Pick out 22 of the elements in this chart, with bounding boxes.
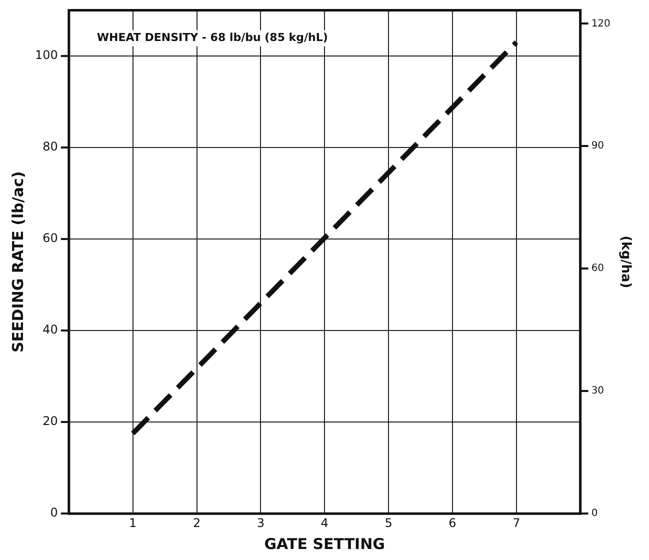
- x-tick-label: 6: [448, 516, 456, 530]
- y2-tick-label: 120: [591, 18, 610, 30]
- y2-tick-label: 90: [591, 140, 604, 152]
- y-tick-label: 80: [42, 140, 58, 154]
- x-tick-label: 7: [512, 516, 520, 530]
- annotation: WHEAT DENSITY - 68 lb/bu (85 kg/hL): [96, 31, 328, 44]
- y2-tick-label: 60: [591, 263, 604, 274]
- y2-tick-label: 30: [591, 386, 604, 397]
- y2-tick-label: 0: [591, 508, 598, 520]
- y-tick-label: 100: [35, 48, 58, 62]
- x-tick-label: 3: [256, 516, 265, 530]
- x-tick-label: 4: [320, 516, 328, 530]
- x-tick-label: 1: [129, 516, 137, 530]
- x-axis-title: GATE SETTING: [264, 534, 385, 553]
- y2-axis-title: (kg/ha): [618, 236, 633, 288]
- y-tick-label: 40: [42, 322, 58, 337]
- y-axis-title: SEEDING RATE (lb/ac): [8, 171, 27, 352]
- y-tick-label: 60: [42, 231, 58, 246]
- y-tick-label: 0: [50, 506, 58, 520]
- x-tick-label: 5: [384, 516, 392, 530]
- x-tick-label: 2: [192, 516, 201, 530]
- y-tick-label: 20: [42, 414, 58, 428]
